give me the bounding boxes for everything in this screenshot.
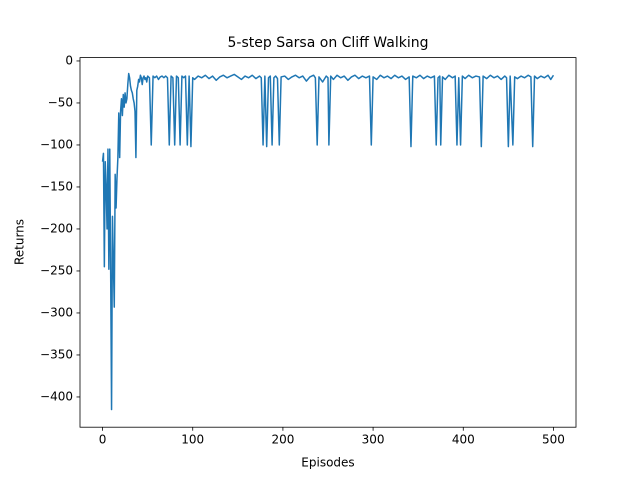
x-tick-label: 200 — [271, 433, 294, 447]
y-axis-label: Returns — [13, 219, 27, 265]
axes-frame — [79, 57, 577, 428]
x-tick-label: 300 — [362, 433, 385, 447]
x-axis-label: Episodes — [301, 456, 354, 470]
y-tick-label: −250 — [40, 263, 73, 277]
y-tick-label: −50 — [48, 95, 73, 109]
y-tick-label: 0 — [65, 53, 73, 67]
y-tick-label: −350 — [40, 347, 73, 361]
y-tick-label: −300 — [40, 305, 73, 319]
x-tick-label: 500 — [542, 433, 565, 447]
x-tick-label: 100 — [181, 433, 204, 447]
data-line — [101, 72, 555, 411]
chart-title: 5-step Sarsa on Cliff Walking — [228, 35, 429, 51]
y-tick-label: −200 — [40, 221, 73, 235]
y-tick-label: −150 — [40, 179, 73, 193]
y-tick-label: −400 — [40, 389, 73, 403]
x-tick-label: 400 — [452, 433, 475, 447]
x-tick-label: 0 — [99, 433, 107, 447]
y-tick-label: −100 — [40, 137, 73, 151]
